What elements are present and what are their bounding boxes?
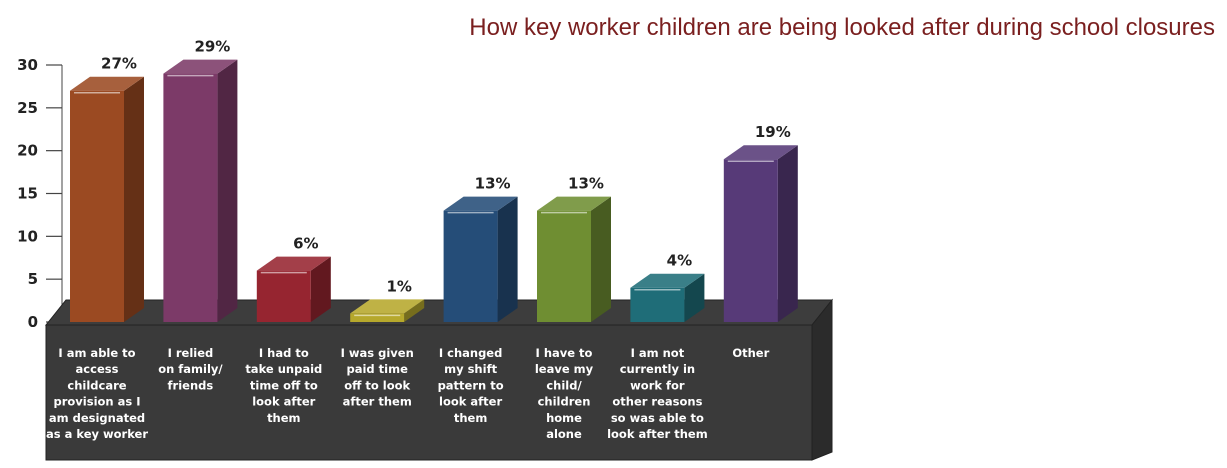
data-label: 13% bbox=[475, 175, 511, 193]
category-label: I am able to access childcare provision as … bbox=[46, 346, 148, 441]
bar-top bbox=[630, 273, 705, 288]
bar-side bbox=[217, 59, 238, 323]
bar-top bbox=[70, 76, 144, 91]
bar bbox=[163, 73, 218, 322]
bar-side bbox=[310, 256, 331, 322]
data-label: 4% bbox=[667, 252, 692, 270]
bar-side bbox=[777, 145, 798, 322]
data-label: 6% bbox=[293, 235, 318, 253]
category-label: I changed my shift pattern to look after the… bbox=[438, 346, 504, 425]
bar bbox=[537, 210, 591, 322]
data-label: 27% bbox=[101, 55, 137, 73]
y-tick-label: 30 bbox=[17, 56, 38, 74]
bar bbox=[70, 90, 124, 322]
bar-side bbox=[124, 76, 144, 322]
bar bbox=[723, 159, 778, 322]
data-label: 19% bbox=[755, 123, 791, 141]
y-tick-label: 20 bbox=[17, 142, 38, 160]
bar-top bbox=[723, 145, 798, 160]
category-label: I had to take unpaid time off to look after… bbox=[245, 346, 322, 425]
y-tick-label: 25 bbox=[17, 99, 38, 117]
category-label: I am not currently in work for other reason… bbox=[607, 346, 708, 441]
bar-top bbox=[537, 196, 611, 211]
data-label: 29% bbox=[194, 38, 230, 56]
bar bbox=[443, 210, 498, 322]
category-label: I have to leave my child/children home alone bbox=[535, 346, 594, 441]
bar-side bbox=[404, 299, 425, 322]
y-tick-label: 15 bbox=[17, 185, 38, 203]
bar bbox=[256, 270, 311, 322]
bar-side bbox=[591, 196, 611, 322]
bar-top bbox=[350, 299, 425, 314]
label-board-side bbox=[811, 298, 833, 461]
y-tick-label: 5 bbox=[28, 270, 38, 288]
category-label: I relied on family/friends bbox=[158, 346, 223, 392]
chart-title: How key worker children are being looked… bbox=[469, 14, 1215, 41]
y-tick-label: 0 bbox=[28, 313, 38, 331]
category-label: I was given paid time off to look after the… bbox=[341, 346, 414, 409]
bar bbox=[350, 313, 405, 322]
bar-side bbox=[497, 196, 518, 322]
data-label: 13% bbox=[568, 175, 604, 193]
bar-top bbox=[256, 256, 331, 271]
bar bbox=[630, 287, 685, 322]
bar-top bbox=[163, 59, 238, 74]
y-tick-label: 10 bbox=[17, 227, 38, 245]
label-board bbox=[45, 324, 813, 461]
bar-top bbox=[443, 196, 518, 211]
data-label: 1% bbox=[386, 277, 411, 295]
category-label: Other bbox=[732, 346, 769, 360]
bar-side bbox=[684, 273, 705, 322]
